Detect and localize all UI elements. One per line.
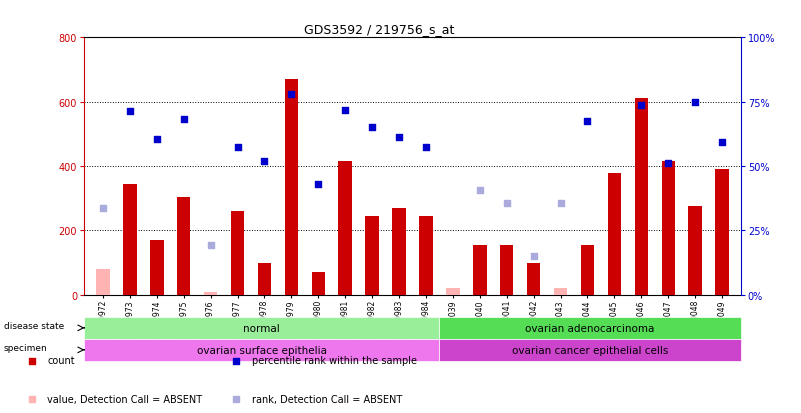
Bar [231,211,244,295]
Bar [419,216,433,295]
Point [339,107,352,114]
Text: specimen: specimen [4,344,48,352]
Point [231,144,244,151]
Text: value, Detection Call = ABSENT: value, Detection Call = ABSENT [47,394,203,404]
Point [97,205,110,212]
Point [312,181,324,188]
Bar [365,216,379,295]
Text: percentile rank within the sample: percentile rank within the sample [252,356,417,366]
Text: count: count [47,356,75,366]
Point [123,109,136,115]
Point [527,253,540,260]
Bar [284,80,298,295]
Point [715,139,728,146]
Bar [123,184,137,295]
Text: disease state: disease state [4,321,64,330]
Bar [527,263,541,295]
Bar [204,292,217,295]
Point [662,160,674,167]
Bar [150,240,163,295]
Bar [96,269,110,295]
Point [501,200,513,207]
Bar [84,317,440,339]
Point [689,99,702,106]
Point [392,135,405,141]
Bar [339,162,352,295]
Bar [84,339,440,361]
Bar [258,263,272,295]
Point [258,159,271,165]
Point [177,117,190,123]
Point [285,91,298,98]
Point [151,136,163,142]
Point [554,200,567,207]
Point [366,125,379,131]
Bar [500,245,513,295]
Text: ovarian adenocarcinoma: ovarian adenocarcinoma [525,323,655,333]
Bar [392,209,406,295]
Bar [312,273,325,295]
Text: ovarian surface epithelia: ovarian surface epithelia [197,345,327,355]
Text: rank, Detection Call = ABSENT: rank, Detection Call = ABSENT [252,394,402,404]
Bar [553,289,567,295]
Bar [662,162,675,295]
Point [545,248,557,254]
Point [473,188,486,194]
Point [204,242,217,249]
Bar [446,289,460,295]
Bar [715,170,729,295]
Bar [581,245,594,295]
Bar [634,99,648,295]
Point [635,102,648,109]
Bar [688,207,702,295]
Bar [177,197,191,295]
Point [420,144,433,151]
Point [581,119,594,125]
Bar [440,317,741,339]
Text: ovarian cancer epithelial cells: ovarian cancer epithelial cells [512,345,668,355]
Bar [440,339,741,361]
Text: normal: normal [244,323,280,333]
Bar [473,245,486,295]
Title: GDS3592 / 219756_s_at: GDS3592 / 219756_s_at [304,23,455,36]
Bar [608,173,621,295]
